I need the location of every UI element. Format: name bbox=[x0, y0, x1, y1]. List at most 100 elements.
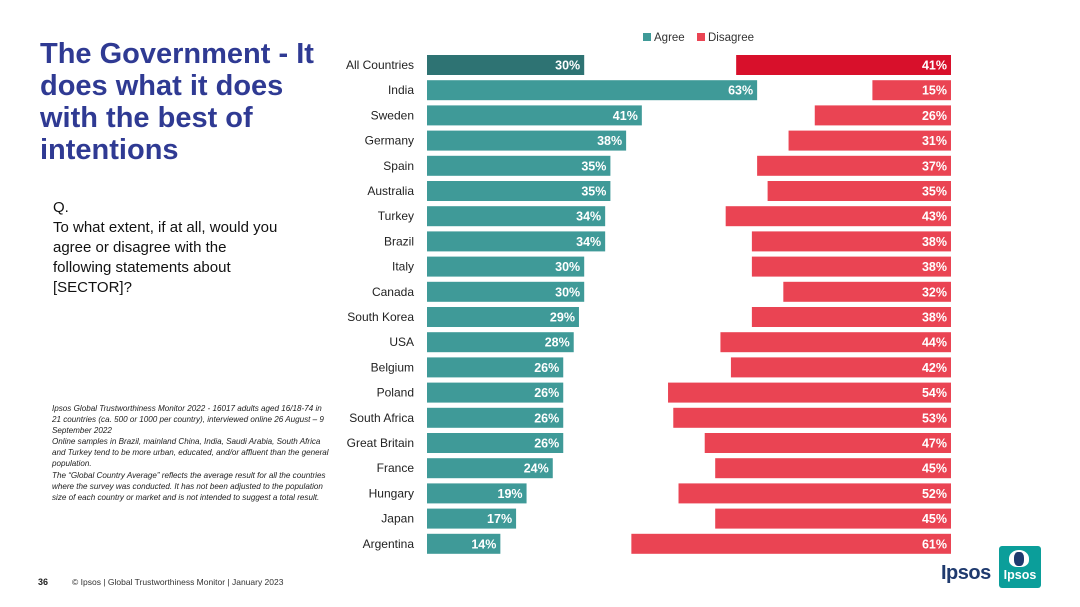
bar-agree-india bbox=[427, 80, 758, 101]
footnote-global-average: The “Global Country Average” reflects th… bbox=[52, 470, 326, 502]
data-label-disagree-germany: 31% bbox=[922, 134, 947, 148]
category-label-brazil: Brazil bbox=[384, 234, 414, 248]
logo-badge-text: Ipsos bbox=[1003, 568, 1037, 582]
data-label-agree-turkey: 34% bbox=[576, 210, 601, 224]
data-label-disagree-poland: 54% bbox=[922, 386, 947, 400]
footnote-online-samples: Online samples in Brazil, mainland China… bbox=[52, 437, 329, 469]
bar-disagree-france bbox=[715, 458, 951, 479]
category-label-sweden: Sweden bbox=[371, 108, 414, 122]
category-label-great-britain: Great Britain bbox=[347, 436, 414, 450]
data-label-disagree-hungary: 52% bbox=[922, 487, 947, 501]
bar-disagree-australia bbox=[767, 181, 951, 201]
bar-disagree-canada bbox=[783, 281, 951, 302]
category-label-spain: Spain bbox=[383, 159, 414, 173]
bar-disagree-japan bbox=[715, 508, 951, 529]
bar-disagree-poland bbox=[668, 382, 951, 403]
data-label-disagree-japan: 45% bbox=[922, 512, 947, 526]
bar-agree-spain bbox=[427, 155, 611, 176]
bar-disagree-all-countries bbox=[736, 55, 951, 75]
data-label-agree-usa: 28% bbox=[545, 336, 570, 350]
legend-label-disagree: Disagree bbox=[708, 32, 754, 44]
data-label-agree-belgium: 26% bbox=[534, 361, 559, 375]
data-label-agree-sweden: 41% bbox=[613, 109, 638, 123]
legend-swatch-agree bbox=[643, 33, 651, 41]
bar-disagree-south-africa bbox=[673, 407, 951, 428]
data-label-disagree-australia: 35% bbox=[922, 185, 947, 199]
bar-agree-belgium bbox=[427, 357, 564, 378]
data-label-agree-australia: 35% bbox=[581, 185, 606, 199]
category-label-usa: USA bbox=[389, 335, 414, 349]
data-label-disagree-brazil: 38% bbox=[922, 235, 947, 249]
data-label-disagree-south-korea: 38% bbox=[922, 311, 947, 325]
page-number: 36 bbox=[38, 577, 49, 587]
data-label-disagree-argentina: 61% bbox=[922, 537, 947, 551]
category-label-argentina: Argentina bbox=[363, 537, 415, 551]
bar-disagree-great-britain bbox=[704, 433, 951, 453]
category-label-japan: Japan bbox=[381, 512, 414, 526]
bar-agree-japan bbox=[427, 508, 517, 529]
bar-agree-canada bbox=[427, 281, 585, 302]
methodology-footnote: Ipsos Global Trustworthiness Monitor 202… bbox=[52, 403, 332, 503]
bar-disagree-spain bbox=[757, 155, 951, 176]
bar-agree-germany bbox=[427, 130, 627, 151]
category-label-france: France bbox=[377, 461, 415, 475]
data-label-disagree-usa: 44% bbox=[922, 336, 947, 350]
bar-agree-south-korea bbox=[427, 307, 579, 327]
category-label-germany: Germany bbox=[365, 134, 414, 148]
page-title: The Government - It does what it does wi… bbox=[40, 38, 314, 166]
data-label-agree-great-britain: 26% bbox=[534, 437, 559, 451]
bar-agree-italy bbox=[427, 256, 585, 277]
data-label-agree-france: 24% bbox=[524, 462, 549, 476]
category-label-india: India bbox=[388, 83, 414, 97]
data-label-disagree-spain: 37% bbox=[922, 159, 947, 173]
category-label-belgium: Belgium bbox=[371, 360, 414, 374]
ipsos-wordmark: Ipsos bbox=[941, 562, 991, 584]
data-label-agree-all-countries: 30% bbox=[555, 59, 580, 73]
data-label-agree-south-korea: 29% bbox=[550, 311, 575, 325]
data-label-agree-japan: 17% bbox=[487, 512, 512, 526]
bar-agree-turkey bbox=[427, 206, 606, 227]
category-label-south-korea: South Korea bbox=[347, 310, 414, 324]
data-label-agree-brazil: 34% bbox=[576, 235, 601, 249]
data-label-disagree-italy: 38% bbox=[922, 260, 947, 274]
bar-disagree-sweden bbox=[814, 105, 951, 126]
data-label-disagree-sweden: 26% bbox=[922, 109, 947, 123]
bar-agree-argentina bbox=[427, 533, 501, 554]
question-prefix: Q. bbox=[53, 199, 69, 216]
data-label-disagree-south-africa: 53% bbox=[922, 411, 947, 425]
bar-disagree-italy bbox=[751, 256, 951, 277]
survey-question: Q. To what extent, if at all, would you … bbox=[53, 198, 283, 298]
bar-disagree-turkey bbox=[725, 206, 951, 227]
question-text: To what extent, if at all, would you agr… bbox=[53, 219, 278, 296]
data-label-agree-canada: 30% bbox=[555, 285, 580, 299]
data-label-agree-argentina: 14% bbox=[471, 537, 496, 551]
category-label-all-countries: All Countries bbox=[346, 58, 414, 72]
bar-disagree-india bbox=[872, 80, 951, 101]
category-label-poland: Poland bbox=[377, 386, 414, 400]
category-label-italy: Italy bbox=[392, 260, 414, 274]
bar-disagree-usa bbox=[720, 332, 951, 353]
bar-disagree-brazil bbox=[751, 231, 951, 252]
data-label-agree-germany: 38% bbox=[597, 134, 622, 148]
bar-agree-all-countries bbox=[427, 55, 585, 75]
data-label-disagree-india: 15% bbox=[922, 84, 947, 98]
legend-swatch-disagree bbox=[697, 33, 705, 41]
data-label-agree-italy: 30% bbox=[555, 260, 580, 274]
bar-agree-australia bbox=[427, 181, 611, 201]
category-label-canada: Canada bbox=[372, 285, 414, 299]
bar-disagree-argentina bbox=[631, 533, 951, 554]
bar-disagree-germany bbox=[788, 130, 951, 151]
bar-agree-sweden bbox=[427, 105, 642, 126]
bar-agree-brazil bbox=[427, 231, 606, 252]
data-label-disagree-all-countries: 41% bbox=[922, 59, 947, 73]
copyright-text: © Ipsos | Global Trustworthiness Monitor… bbox=[72, 577, 284, 587]
bar-disagree-belgium bbox=[730, 357, 951, 378]
bar-disagree-hungary bbox=[678, 483, 951, 504]
data-label-agree-india: 63% bbox=[728, 84, 753, 98]
bar-agree-south-africa bbox=[427, 407, 564, 428]
bar-agree-great-britain bbox=[427, 433, 564, 453]
bar-agree-france bbox=[427, 458, 553, 479]
legend-label-agree: Agree bbox=[654, 32, 685, 44]
category-label-turkey: Turkey bbox=[378, 209, 414, 223]
